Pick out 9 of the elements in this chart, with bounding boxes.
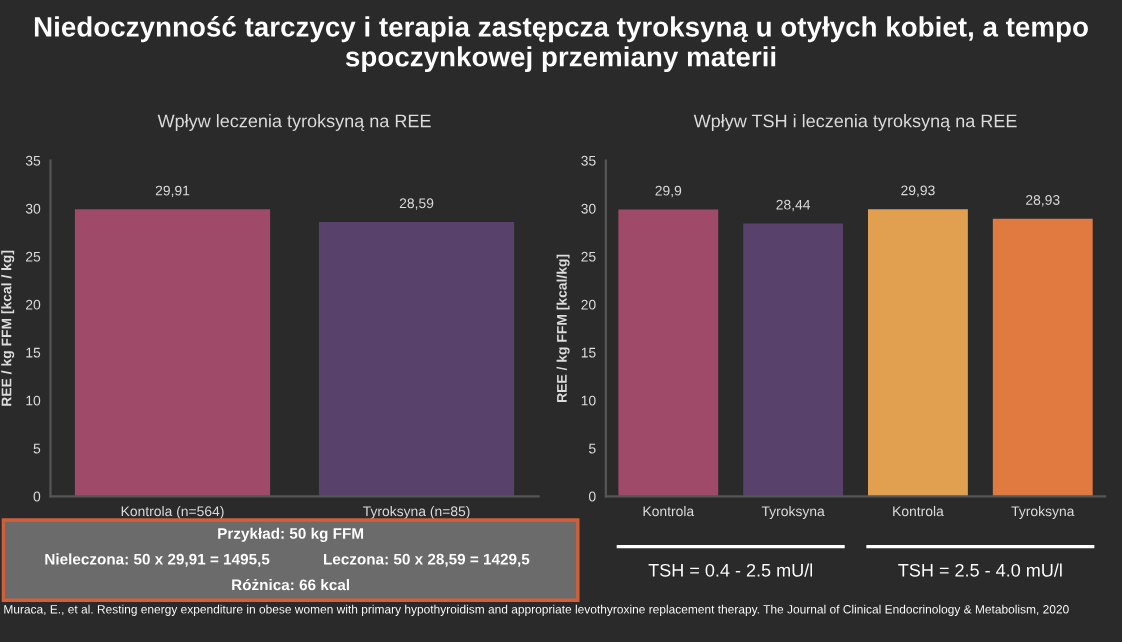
text: TSH = 2.5 - 4.0 mU/l	[898, 563, 1062, 577]
chart-title: Wpływ TSH i leczenia tyroksyną na REE	[693, 114, 1017, 131]
bar	[992, 218, 1093, 497]
chart-title: Wpływ leczenia tyroksyną na REE	[157, 114, 431, 131]
text: TSH = 0.4 - 2.5 mU/l	[648, 563, 813, 577]
bar	[618, 209, 719, 497]
bar	[868, 209, 968, 497]
bar	[743, 223, 844, 497]
text: Niedoczynność tarczycy i terapia zastępcza tyroksyną u otyłych kobiet, a tempo spoczynkowej przemiany materii	[34, 16, 1088, 73]
